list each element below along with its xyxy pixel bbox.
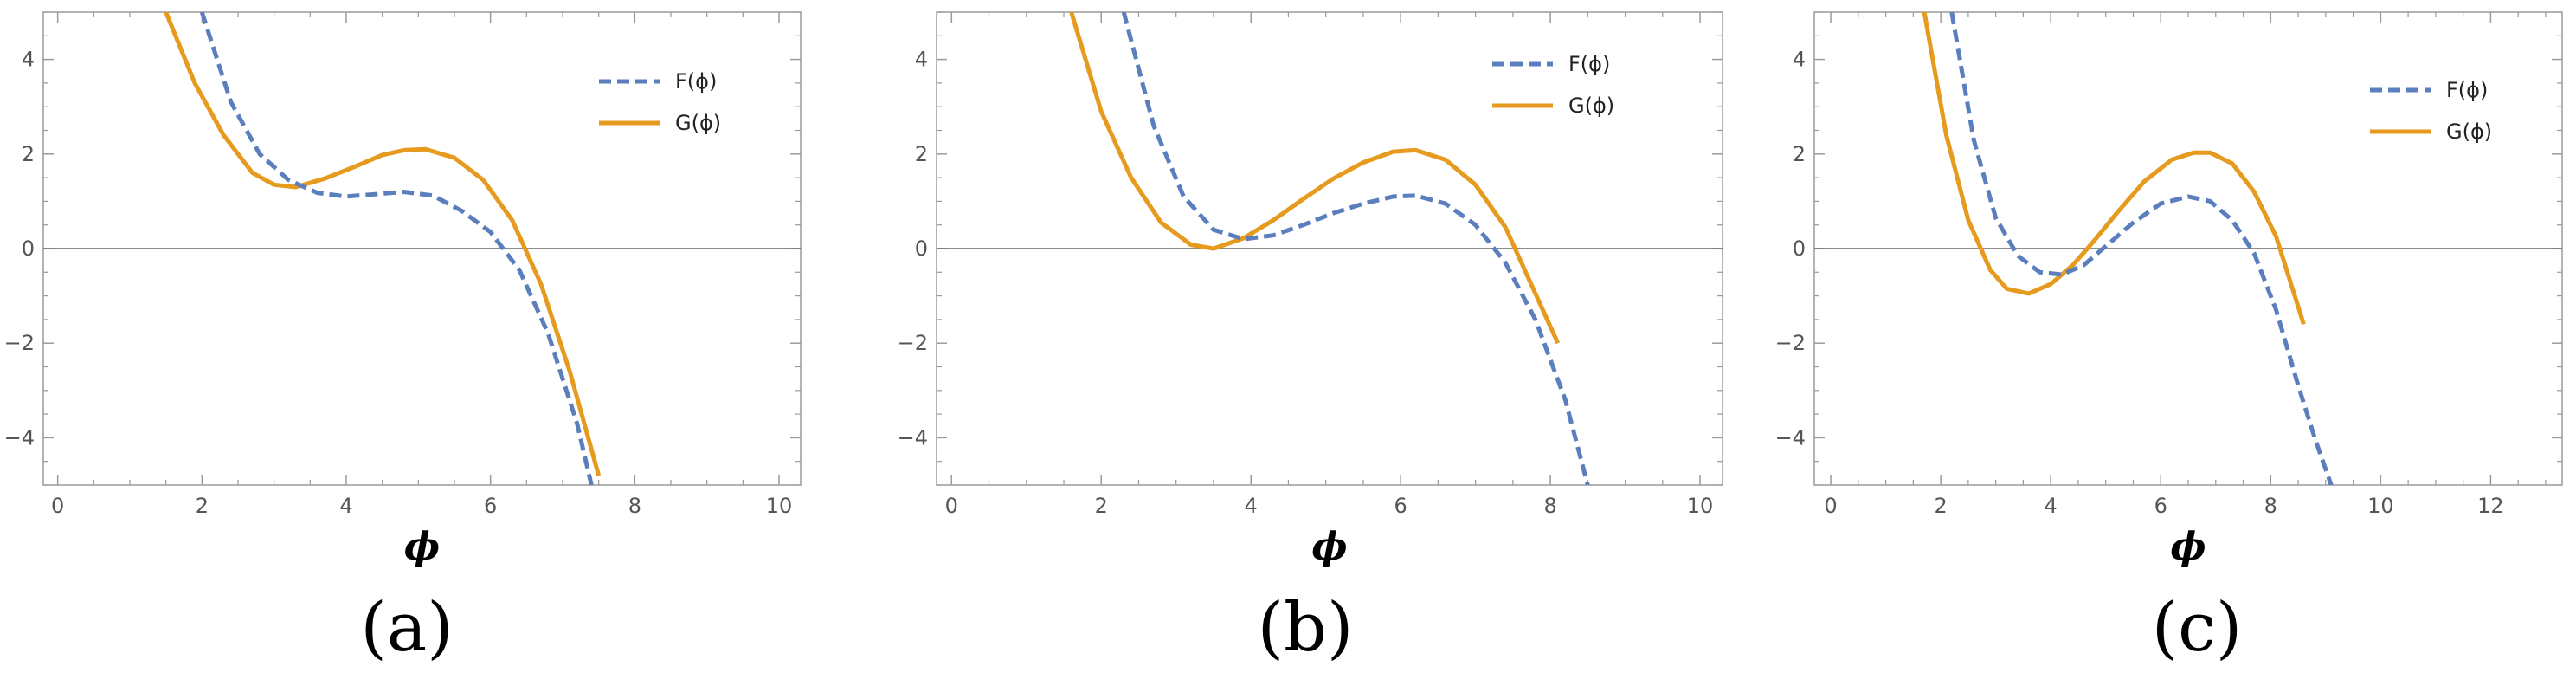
x-tick-label: 8	[628, 494, 641, 518]
x-tick-label: 8	[1543, 494, 1556, 518]
x-tick-label: 2	[196, 494, 209, 518]
y-tick-label: −2	[1775, 331, 1806, 355]
y-tick-label: 4	[22, 48, 35, 72]
legend-F-label: F(ϕ)	[675, 69, 717, 94]
x-tick-label: 4	[339, 494, 352, 518]
x-tick-label: 4	[2045, 494, 2058, 518]
chart-c: 0 2 4 6 8 10 12 −4 −2 0 2 4 F(ϕ) G(ϕ) ϕ	[1775, 11, 2563, 569]
series-F-line	[199, 12, 594, 485]
legend-F-label: F(ϕ)	[1568, 52, 1610, 76]
y-tick-label: 0	[22, 236, 35, 261]
y-tick-label: 2	[1793, 142, 1806, 166]
x-tick-label: 6	[484, 494, 497, 518]
series-F-line	[1949, 12, 2334, 485]
x-tick-label: 6	[2154, 494, 2167, 518]
caption-b: (b)	[1257, 589, 1354, 667]
x-tick-label: 0	[51, 494, 64, 518]
x-tick-label: 4	[1245, 494, 1258, 518]
y-tick-label: 0	[915, 236, 928, 261]
y-tick-label: 0	[1793, 236, 1806, 261]
x-axis-label: ϕ	[2170, 525, 2206, 569]
series-G-line	[1922, 12, 2306, 326]
legend-F-label: F(ϕ)	[2446, 78, 2488, 102]
caption-c: (c)	[2151, 589, 2243, 667]
y-tick-label: 4	[915, 48, 928, 72]
y-tick-label: −4	[898, 425, 928, 450]
x-tick-label: 10	[2367, 494, 2394, 518]
x-axis-label: ϕ	[1311, 525, 1347, 569]
x-tick-label: 10	[1687, 494, 1714, 518]
x-tick-label: 2	[1934, 494, 1947, 518]
caption-a: (a)	[360, 589, 454, 667]
panel-a: 0 2 4 6 8 10 −4 −2 0 2 4 F(ϕ) G(ϕ) ϕ (a)	[0, 0, 859, 686]
x-axis-label: ϕ	[404, 525, 440, 569]
y-tick-label: 2	[915, 142, 928, 166]
legend-G-label: G(ϕ)	[1568, 94, 1614, 118]
chart-a: 0 2 4 6 8 10 −4 −2 0 2 4 F(ϕ) G(ϕ) ϕ	[4, 11, 802, 569]
legend-G-label: G(ϕ)	[2446, 120, 2492, 144]
legend-G-label: G(ϕ)	[675, 111, 721, 135]
x-tick-label: 8	[2264, 494, 2277, 518]
x-tick-label: 10	[766, 494, 793, 518]
panel-c: 0 2 4 6 8 10 12 −4 −2 0 2 4 F(ϕ) G(ϕ) ϕ (c)	[1755, 0, 2576, 686]
y-tick-label: −2	[4, 331, 35, 355]
x-tick-label: 0	[1824, 494, 1837, 518]
series-F-line	[1121, 12, 1590, 485]
x-tick-label: 2	[1095, 494, 1108, 518]
chart-b: 0 2 4 6 8 10 −4 −2 0 2 4 F(ϕ) G(ϕ) ϕ	[898, 11, 1723, 569]
panel-b: 0 2 4 6 8 10 −4 −2 0 2 4 F(ϕ) G(ϕ) ϕ (b)	[878, 0, 1736, 686]
y-tick-label: −2	[898, 331, 928, 355]
y-tick-label: −4	[1775, 425, 1806, 450]
x-tick-label: 6	[1394, 494, 1407, 518]
y-tick-label: 4	[1793, 48, 1806, 72]
y-tick-label: 2	[22, 142, 35, 166]
y-tick-label: −4	[4, 425, 35, 450]
series-G-line	[1069, 12, 1561, 345]
x-tick-label: 12	[2477, 494, 2504, 518]
series-G-line	[164, 12, 602, 476]
x-tick-label: 0	[945, 494, 958, 518]
